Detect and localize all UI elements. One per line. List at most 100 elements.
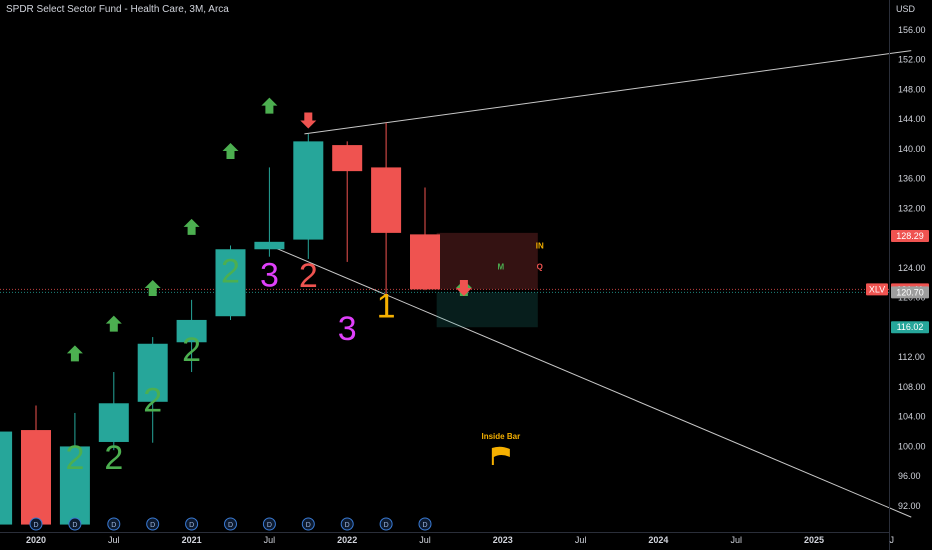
time-tick-label: 2022 bbox=[337, 535, 357, 545]
red-range-box[interactable] bbox=[436, 232, 538, 290]
price-tick-label: 144.00 bbox=[898, 114, 926, 124]
trendline-0[interactable] bbox=[304, 50, 912, 135]
candle-body bbox=[254, 241, 285, 250]
candle[interactable] bbox=[0, 431, 13, 525]
price-badge-bg bbox=[891, 286, 929, 299]
candle[interactable] bbox=[137, 337, 168, 443]
candle[interactable] bbox=[293, 133, 324, 259]
dividend-marker[interactable]: D bbox=[262, 517, 276, 531]
price-badge-bg bbox=[866, 283, 888, 296]
arrow-up-icon bbox=[261, 97, 278, 114]
dividend-marker[interactable]: D bbox=[379, 517, 393, 531]
dividend-label: D bbox=[267, 522, 272, 529]
trendlines bbox=[273, 50, 912, 518]
dividend-label: D bbox=[189, 522, 194, 529]
flag-icon bbox=[491, 446, 510, 465]
candles[interactable] bbox=[0, 122, 440, 525]
dividend-label: D bbox=[422, 522, 427, 529]
candle-body bbox=[21, 430, 51, 525]
time-tick-label: Jul bbox=[108, 535, 120, 545]
candle[interactable] bbox=[59, 412, 90, 525]
dividend-circle bbox=[379, 517, 393, 531]
candle[interactable] bbox=[215, 245, 246, 320]
arrow-up-icon bbox=[144, 279, 161, 296]
candle[interactable] bbox=[21, 405, 51, 525]
price-tick-label: 124.00 bbox=[898, 263, 926, 273]
green-range-box[interactable] bbox=[436, 292, 538, 328]
dividend-label: D bbox=[228, 522, 233, 529]
dividend-marker[interactable]: D bbox=[185, 517, 199, 531]
trendline-1[interactable] bbox=[273, 246, 912, 518]
dividend-label: D bbox=[33, 522, 38, 529]
signal-arrows bbox=[66, 97, 472, 362]
dividend-label: D bbox=[384, 522, 389, 529]
dividend-marker[interactable]: D bbox=[107, 517, 121, 531]
dividend-marker[interactable]: D bbox=[68, 517, 82, 531]
candle-body bbox=[0, 431, 13, 525]
dividend-circle bbox=[68, 517, 82, 531]
strat-number-label: 2 bbox=[104, 439, 123, 477]
price-badge: 128.29 bbox=[896, 231, 924, 241]
dividend-label: D bbox=[111, 522, 116, 529]
time-tick-label: Jul bbox=[419, 535, 431, 545]
price-tick-label: 152.00 bbox=[898, 55, 926, 65]
annotations: Inside Bar bbox=[482, 432, 520, 465]
candle-body bbox=[59, 446, 90, 525]
candle-body bbox=[98, 403, 129, 442]
dividend-label: D bbox=[306, 522, 311, 529]
box-label: IN bbox=[536, 242, 544, 251]
candle-body bbox=[332, 145, 363, 172]
price-tick-label: 132.00 bbox=[898, 203, 926, 213]
dividend-label: D bbox=[150, 522, 155, 529]
dividend-circle bbox=[185, 517, 199, 531]
dividend-marker[interactable]: D bbox=[29, 517, 43, 531]
arrow-up-icon bbox=[105, 315, 122, 332]
arrow-up-icon bbox=[66, 345, 83, 362]
candle[interactable] bbox=[254, 167, 285, 257]
time-tick-label: 2024 bbox=[648, 535, 668, 545]
candle[interactable] bbox=[176, 299, 207, 373]
time-axis[interactable]: 2020 Jul 2021 Jul 2022 Jul 2023 Jul 2024 Jul 2025 J bbox=[26, 535, 894, 545]
candle[interactable] bbox=[371, 122, 402, 306]
time-tick-label: 2023 bbox=[493, 535, 513, 545]
time-tick-label: Jul bbox=[264, 535, 276, 545]
symbol-badge: XLV bbox=[869, 284, 885, 294]
price-tick-label: 100.00 bbox=[898, 441, 926, 451]
arrow-up-icon bbox=[222, 143, 239, 160]
time-tick-label: Jul bbox=[575, 535, 587, 545]
dividend-marker[interactable]: D bbox=[418, 517, 432, 531]
price-tick-label: 140.00 bbox=[898, 144, 926, 154]
candle[interactable] bbox=[98, 372, 129, 451]
candle[interactable] bbox=[410, 187, 440, 291]
price-badge: 116.02 bbox=[897, 322, 924, 332]
chart-title: SPDR Select Sector Fund - Health Care, 3… bbox=[6, 4, 229, 15]
price-badge: 120.70 bbox=[896, 287, 924, 297]
dividend-circle bbox=[146, 517, 160, 531]
candle[interactable] bbox=[332, 141, 363, 262]
dividend-marker[interactable]: D bbox=[146, 517, 160, 531]
price-badge-bg bbox=[891, 321, 929, 334]
dividend-circle bbox=[107, 517, 121, 531]
dividend-marker[interactable]: D bbox=[301, 517, 315, 531]
strat-number-label: 3 bbox=[338, 310, 357, 348]
arrow-down-icon bbox=[300, 112, 317, 129]
dividend-marker[interactable]: D bbox=[224, 517, 237, 531]
price-badge-bg bbox=[891, 229, 929, 242]
strat-number-label: 2 bbox=[221, 253, 240, 291]
time-tick-label: Jul bbox=[730, 535, 742, 545]
dividend-marker[interactable]: D bbox=[340, 517, 354, 531]
strat-number-label: 3 bbox=[260, 256, 279, 294]
price-tick-label: 92.00 bbox=[898, 501, 921, 511]
strat-number-label: 1 bbox=[377, 288, 396, 326]
candle-body bbox=[293, 141, 324, 240]
time-tick-label: J bbox=[890, 535, 895, 545]
strat-number-label: 2 bbox=[143, 381, 162, 419]
price-axis[interactable]: USD 92.00 96.00 100.00 104.00 108.00 112.00 11… bbox=[896, 4, 926, 511]
price-tick-label: 112.00 bbox=[898, 352, 925, 362]
price-tick-label: 108.00 bbox=[898, 382, 926, 392]
candle-body bbox=[176, 319, 207, 343]
